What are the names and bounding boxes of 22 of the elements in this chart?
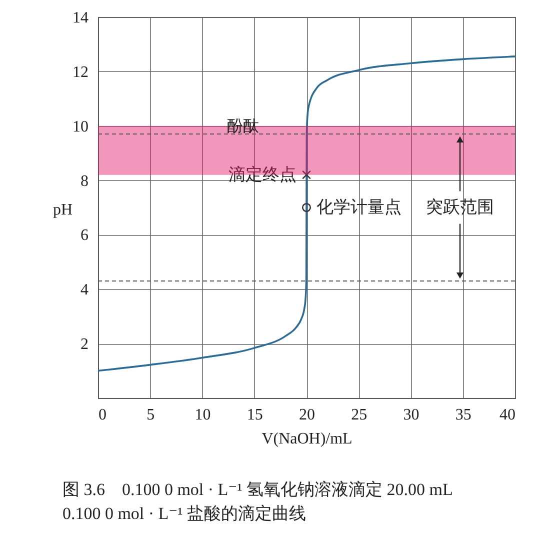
x-tick-label: 10 [194,406,211,424]
y-tick-label: 12 [72,64,88,81]
y-tick-label: 6 [80,227,88,244]
x-tick-label: 30 [403,406,420,424]
x-tick-label: 5 [146,406,155,424]
line-series [97,56,516,372]
y-axis-title: pH [52,202,73,218]
y-tick-label: 4 [80,282,88,299]
series-label: 滴定终点 [228,164,296,185]
x-tick-label: 15 [246,406,263,424]
text: 图 3.6 0.100 0 mol · L⁻¹ 氢氧化钠溶液滴定 20.00 mL 0.100 0 mol · L⁻¹ 盐酸的滴定曲线 [62,480,453,523]
x-tick-label: 0 [98,406,106,424]
band-label: 酚酞 [227,118,259,135]
y-tick-label: 10 [72,118,88,136]
y-tick-label: 2 [80,336,88,354]
x-tick-label: 20 [299,406,315,424]
y-tick-label: 14 [72,10,88,26]
x-tick-label: 35 [455,406,472,424]
x-tick-label: 25 [351,406,368,424]
y-tick-label: 8 [80,172,88,190]
x-tick-label: 40 [500,406,516,424]
x-axis-title: V(NaOH)/mL [262,430,352,448]
